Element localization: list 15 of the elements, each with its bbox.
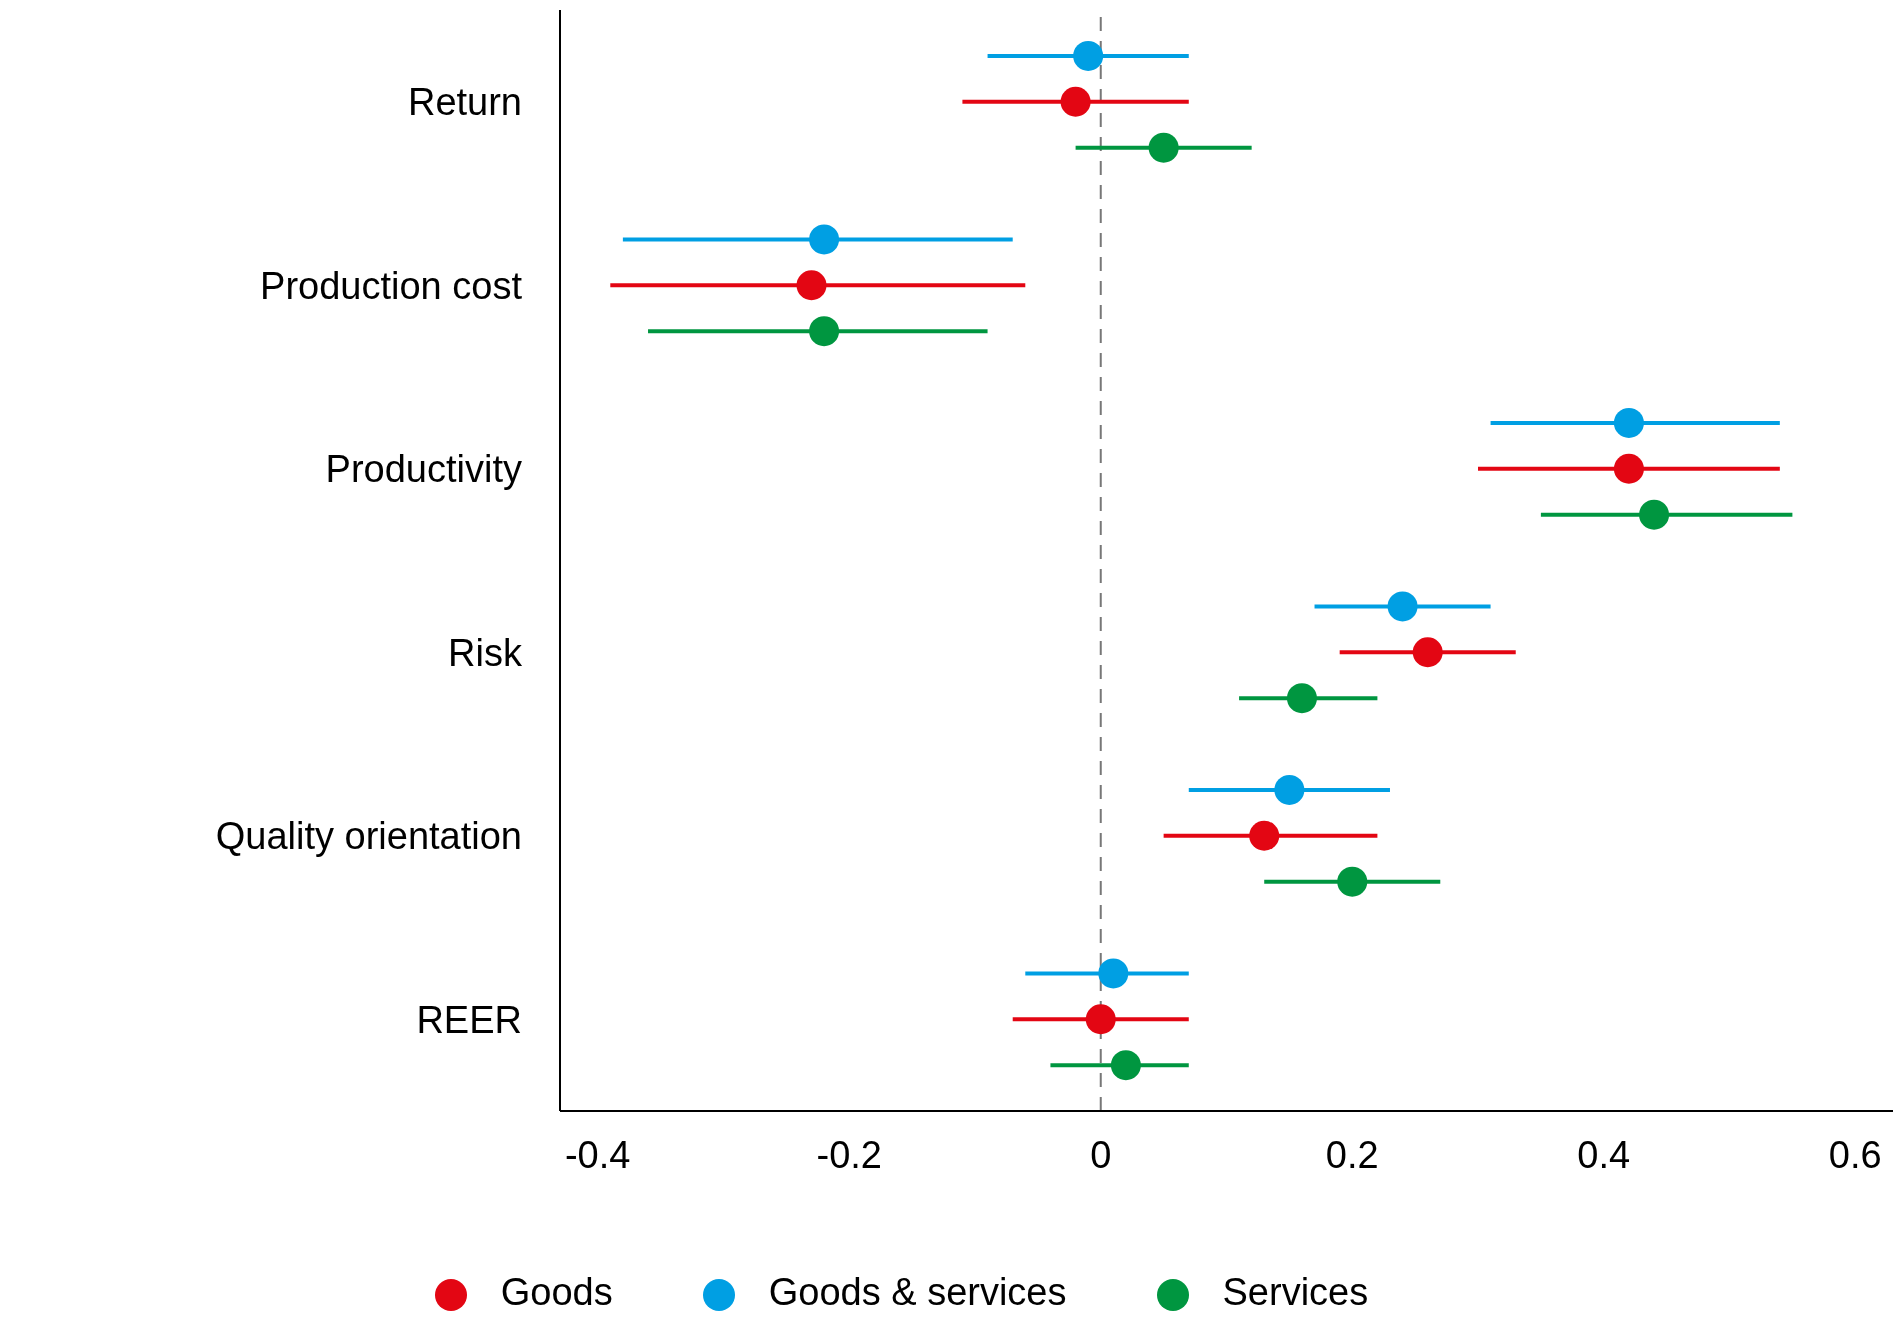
legend-label: Goods: [500, 1271, 613, 1313]
x-tick-label: 0.6: [1828, 1133, 1882, 1176]
y-tick-label: REER: [416, 998, 522, 1041]
y-tick-label: Production cost: [260, 264, 523, 307]
x-tick-label: -0.4: [564, 1133, 631, 1176]
y-tick-label: Return: [407, 81, 522, 124]
legend-label: Services: [1222, 1271, 1369, 1313]
x-tick-label: -0.2: [816, 1133, 882, 1176]
y-tick-label: Productivity: [325, 448, 522, 491]
legend-label: Goods & services: [768, 1271, 1067, 1313]
y-tick-label: Risk: [448, 631, 523, 674]
x-tick-label: 0.4: [1577, 1133, 1631, 1176]
y-tick-label: Quality orientation: [215, 815, 522, 858]
x-tick-label: 0: [1090, 1133, 1112, 1176]
x-tick-label: 0.2: [1325, 1133, 1379, 1176]
